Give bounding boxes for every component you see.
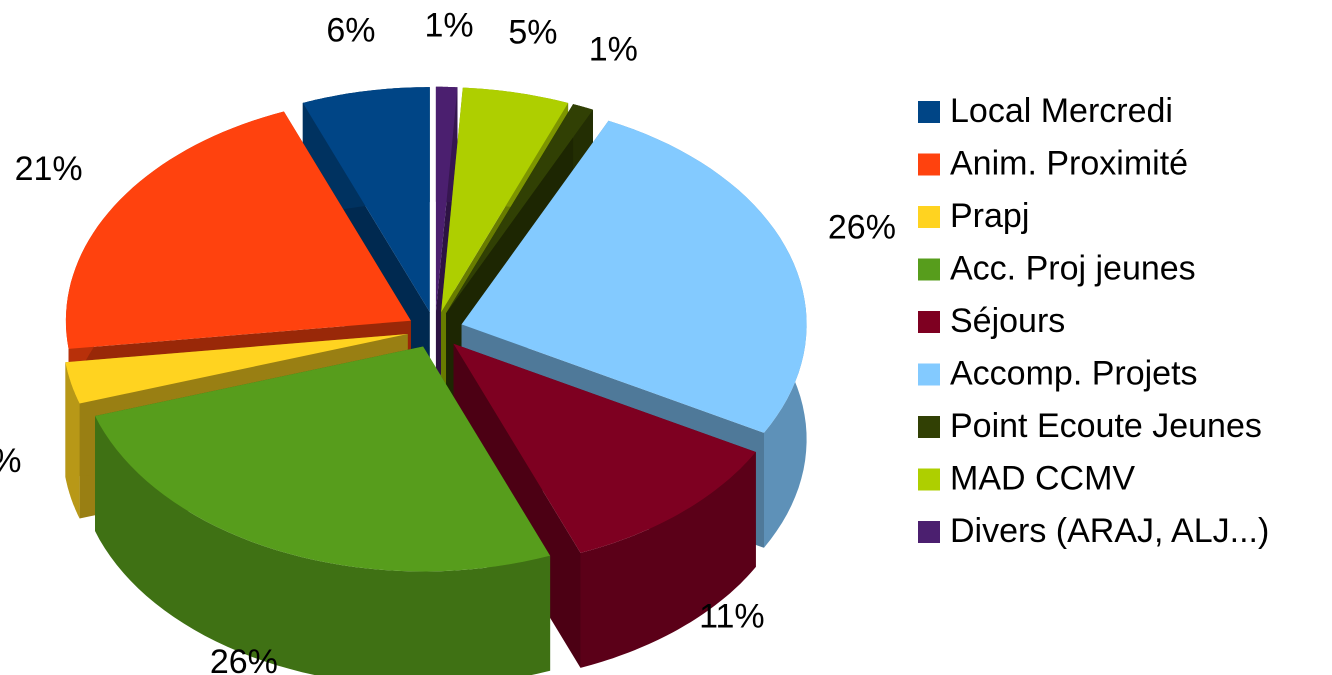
data-label: 1%: [425, 6, 474, 44]
data-label: 26%: [828, 209, 896, 247]
slice-side: [95, 416, 551, 675]
data-label: 1%: [589, 30, 638, 68]
legend-label: Anim. Proximité: [950, 144, 1188, 182]
slice-top: [95, 346, 551, 572]
legend-swatch: [918, 311, 940, 333]
legend-swatch: [918, 521, 940, 543]
slice: [95, 346, 551, 675]
legend-label: MAD CCMV: [950, 459, 1135, 497]
data-label: 5%: [508, 13, 557, 51]
slice-top: [446, 104, 593, 314]
slice-top: [65, 334, 408, 404]
slice-top: [441, 87, 569, 313]
legend-swatch: [918, 468, 940, 491]
slice-top: [453, 343, 756, 553]
legend-swatch: [918, 153, 940, 176]
legend-label: Divers (ARAJ, ALJ...): [950, 512, 1269, 550]
pie: [65, 86, 807, 675]
data-labels: 6% 21% 3% 26% 11% 26% 1% 5% 1%: [0, 6, 896, 675]
slice-top: [65, 111, 411, 349]
data-label: 26%: [210, 643, 278, 675]
legend-swatch: [918, 206, 940, 228]
legend-swatch: [918, 101, 940, 123]
legend-swatch: [918, 258, 940, 281]
slice-top: [461, 120, 807, 433]
data-label: 6%: [326, 11, 375, 49]
slice-side: [580, 452, 756, 668]
legend-label: Point Ecoute Jeunes: [950, 407, 1262, 445]
slice-top: [435, 86, 458, 312]
data-label: 21%: [15, 150, 83, 188]
legend-swatch: [918, 363, 940, 386]
legend: Local Mercredi Anim. Proximité Prapj Acc. P…: [918, 92, 1269, 550]
legend-label: Séjours: [950, 302, 1065, 340]
legend-label: Local Mercredi: [950, 92, 1173, 130]
legend-label: Prapj: [950, 197, 1029, 235]
slice-side: [65, 362, 80, 519]
data-label: 3%: [0, 442, 21, 480]
data-label: 11%: [699, 598, 765, 636]
legend-swatch: [918, 416, 940, 438]
slice-top: [302, 87, 430, 313]
legend-label: Accomp. Projets: [950, 354, 1198, 392]
legend-label: Acc. Proj jeunes: [950, 249, 1196, 287]
